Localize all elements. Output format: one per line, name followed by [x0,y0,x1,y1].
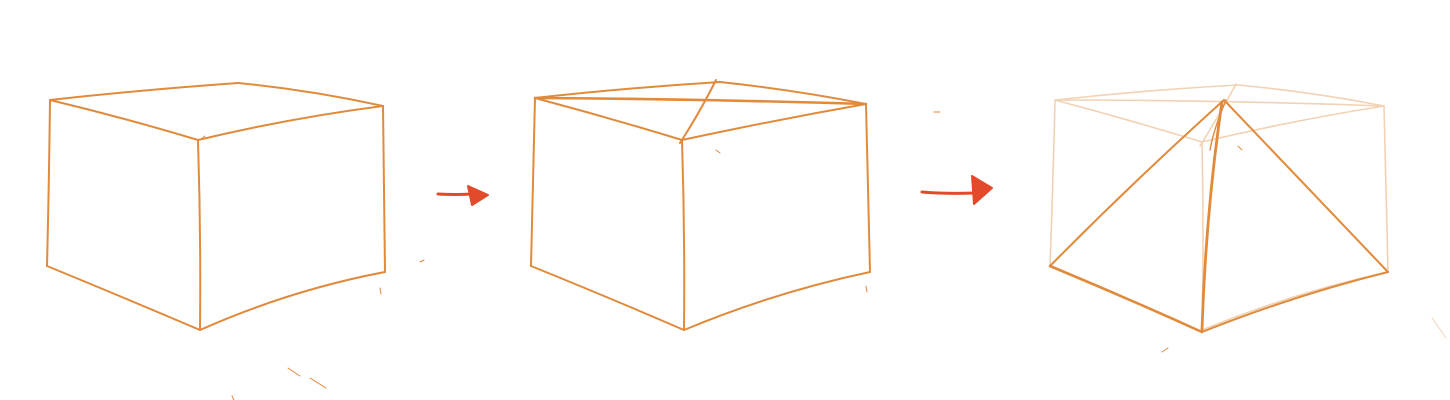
cube-top-front-right-edge [197,105,384,141]
faded-cube-guidelines [1049,83,1447,339]
step-arrow [436,185,489,206]
step-cube [46,82,425,400]
faded-top-front-left-edge [1054,99,1203,143]
sketch-mark [1431,317,1447,339]
pyramid-base-right-edge [1201,271,1389,333]
cube-middle-vertical-edge [681,139,686,331]
pyramid-base-left-edge [1048,264,1204,334]
cube-top-front-right-edge [681,103,867,141]
cube-right-vertical-edge [382,105,386,273]
faded-top-front-right-edge [1201,105,1385,143]
cube-bottom-right-edge [683,271,871,331]
faded-top-diagonal [1054,99,1385,107]
top-diagonal-left-right [533,96,868,106]
arrow-shaft [436,192,474,196]
arrow-head [467,185,489,206]
cube-bottom-right-edge [199,271,386,331]
faded-top-back-left-edge [1054,84,1239,101]
cube-right-vertical-edge [865,103,871,273]
cube-bottom-left-edge [46,265,201,331]
cube-middle-vertical-edge [197,139,202,331]
sketch-mark [419,259,425,263]
pyramid-left-edge [1049,99,1225,267]
step-cube-with-top-diagonals [530,79,941,331]
sketch-mark [309,377,327,389]
top-diagonal-front-back [679,79,717,144]
sketch-mark [865,285,868,293]
step-pyramid [1048,99,1389,353]
sketch-mark [1161,347,1169,353]
pyramid-front-edge [1200,100,1224,332]
sketch-mark [715,149,721,154]
cube-top-front-left-edge [534,97,683,141]
sketch-mark [1237,145,1243,151]
cube-bottom-left-edge [530,265,685,331]
pyramid-right-edge [1223,99,1389,273]
sketch-mark [379,287,382,295]
step-arrow [920,175,993,205]
cube-top-back-right-edge [237,82,384,107]
cube-left-vertical-edge [530,97,536,267]
cube-top-front-left-edge [49,99,199,141]
faded-right-vertical-edge [1383,105,1389,273]
sketch-mark [287,367,301,377]
sketch-mark [231,395,235,400]
cube-top-back-left-edge [49,82,239,101]
cube-top-back-right-edge [719,81,867,105]
arrow-shaft [920,190,977,195]
faded-top-back-right-edge [1237,84,1385,107]
faded-left-vertical-edge [1049,99,1056,267]
sketch-mark [199,135,206,141]
cube-top-back-left-edge [534,81,721,99]
cube-left-vertical-edge [46,99,51,267]
pyramid-apex-to-back [1209,99,1227,151]
arrow-head [971,175,993,205]
